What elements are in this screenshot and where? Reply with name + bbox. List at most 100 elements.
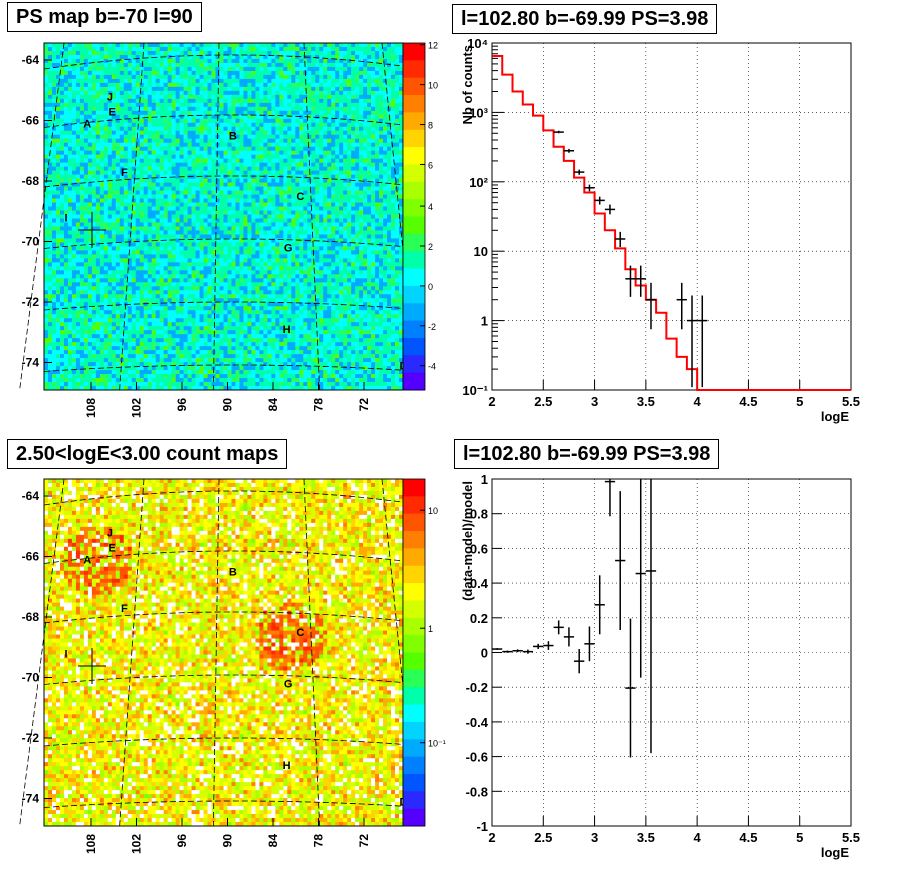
map-pixel [391, 214, 396, 219]
map-pixel [71, 258, 77, 263]
map-pixel [163, 134, 168, 140]
map-pixel [363, 186, 368, 191]
map-pixel [44, 174, 49, 179]
map-pixel [327, 62, 332, 68]
map-pixel [63, 202, 69, 207]
map-pixel [151, 50, 156, 56]
map-pixel [387, 94, 392, 100]
map-pixel [123, 126, 129, 132]
map-pixel [371, 106, 376, 112]
map-pixel [323, 142, 328, 147]
map-pixel [267, 158, 272, 163]
map-pixel [235, 238, 240, 243]
map-pixel [115, 74, 121, 80]
map-pixel [379, 234, 384, 239]
map-pixel [371, 82, 376, 88]
map-pixel [231, 82, 236, 88]
map-pixel [135, 66, 141, 72]
map-pixel [359, 238, 364, 243]
map-pixel [115, 110, 121, 116]
map-pixel [67, 182, 73, 187]
map-pixel [283, 126, 288, 132]
map-pixel [323, 86, 328, 92]
map-pixel [267, 43, 272, 48]
map-pixel [99, 238, 105, 243]
map-pixel [179, 98, 184, 104]
map-pixel [247, 190, 252, 195]
map-pixel [379, 102, 384, 108]
map-pixel [159, 66, 164, 72]
map-pixel [367, 126, 372, 132]
map-pixel [139, 66, 145, 72]
map-pixel [327, 178, 332, 183]
map-pixel [251, 194, 256, 199]
map-pixel [347, 194, 352, 199]
map-pixel [191, 114, 196, 120]
map-pixel [187, 122, 192, 128]
map-pixel [363, 218, 368, 223]
map-pixel [299, 242, 304, 247]
map-pixel [315, 242, 320, 247]
map-pixel [79, 230, 85, 235]
map-pixel [83, 166, 89, 171]
map-pixel [371, 102, 376, 108]
map-pixel [371, 194, 376, 199]
map-pixel [243, 58, 248, 64]
map-pixel [351, 254, 356, 259]
map-pixel [383, 82, 388, 88]
map-pixel [235, 138, 240, 144]
map-pixel [267, 154, 272, 159]
map-pixel [203, 194, 208, 199]
map-pixel [359, 66, 364, 72]
map-pixel [223, 106, 228, 112]
map-pixel [191, 126, 196, 132]
map-pixel [219, 214, 224, 219]
map-pixel [319, 66, 324, 72]
map-pixel [227, 238, 232, 243]
map-pixel [259, 230, 264, 235]
map-pixel [319, 166, 324, 171]
map-pixel [139, 50, 145, 56]
map-pixel [287, 250, 292, 255]
map-pixel [179, 166, 184, 171]
map-pixel [59, 166, 65, 171]
map-pixel [231, 178, 236, 183]
map-pixel [375, 218, 380, 223]
map-pixel [55, 238, 61, 243]
map-pixel [111, 166, 117, 171]
map-pixel [143, 106, 149, 112]
map-pixel [279, 130, 284, 136]
map-pixel [187, 178, 192, 183]
map-pixel [291, 58, 296, 64]
map-pixel [179, 150, 184, 155]
map-pixel [235, 210, 240, 215]
map-pixel [363, 250, 368, 255]
map-pixel [331, 218, 336, 223]
map-pixel [171, 106, 176, 112]
map-pixel [275, 242, 280, 247]
map-pixel [343, 238, 348, 243]
map-pixel [219, 262, 224, 267]
map-pixel [291, 162, 296, 167]
map-pixel [139, 110, 145, 116]
map-pixel [207, 62, 212, 68]
map-pixel [123, 186, 129, 191]
map-pixel [103, 54, 109, 60]
map-pixel [295, 78, 300, 84]
map-pixel [311, 146, 316, 151]
map-pixel [359, 62, 364, 68]
map-pixel [223, 242, 228, 247]
map-pixel [119, 166, 125, 171]
map-pixel [379, 166, 384, 171]
map-pixel [227, 126, 232, 132]
map-pixel [191, 174, 196, 179]
map-pixel [247, 258, 252, 263]
map-pixel [371, 58, 376, 64]
map-pixel [91, 134, 97, 140]
map-pixel [295, 94, 300, 100]
map-pixel [155, 66, 160, 72]
map-pixel [243, 214, 248, 219]
map-pixel [123, 210, 129, 215]
map-pixel [347, 134, 352, 140]
